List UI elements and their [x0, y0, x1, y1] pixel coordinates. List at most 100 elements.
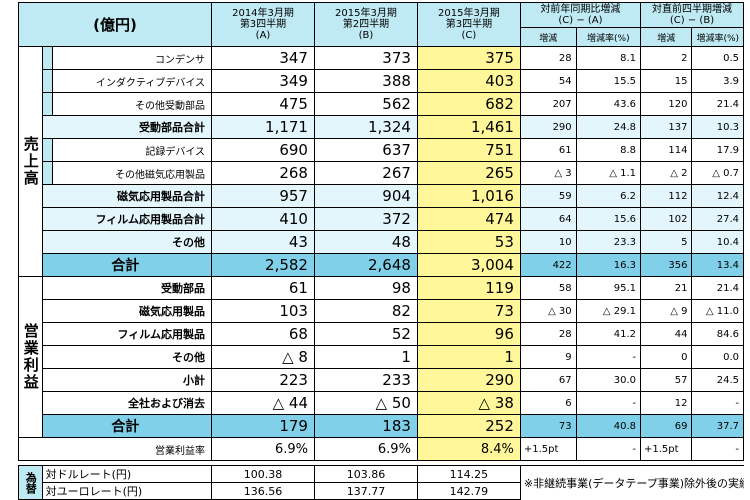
value-b: 183	[313, 414, 418, 438]
value-b: 904	[313, 184, 418, 208]
row-label: 受動部品	[41, 276, 213, 300]
rate-qoq: 10.4	[691, 230, 744, 254]
op-margin-row: 営業利益率 6.9% 6.9% 8.4% +1.5pt - +1.5pt -	[17, 437, 744, 461]
value-a: 410	[211, 207, 315, 231]
sales-row: 記録デバイス 690 637 751 61 8.8 114 17.9	[19, 138, 744, 162]
value-a: 475	[211, 92, 315, 116]
op-row: フィルム応用製品 68 52 96 28 41.2 44 84.6	[19, 322, 744, 346]
op-row: 営業利益 受動部品 61 98 119 58 95.1 21 21.4	[18, 276, 744, 438]
value-a: 6.9%	[211, 437, 315, 461]
value-b: 267	[313, 161, 418, 185]
row-label: インダクティブデバイス	[52, 69, 213, 93]
fx-value-c: 114.25	[416, 465, 521, 483]
row-label: その他	[41, 345, 213, 369]
value-b: 233	[313, 368, 418, 392]
footnote: ※非継続事業(データテープ事業)除外後の実績値	[523, 476, 744, 490]
rate-qoq: -	[691, 437, 744, 461]
rate-yoy: △ 1.1	[575, 161, 642, 185]
period-header-0: 2014年3月期 第3四半期 (A)	[211, 2, 315, 47]
period-header-2: 2015年3月期 第3四半期 (C)	[416, 2, 521, 47]
unit-label: (億円)	[17, 2, 213, 47]
sub-header-3: 増減率(%)	[691, 27, 744, 47]
rate-yoy: △ 29.1	[575, 299, 642, 323]
fx-label: 対ユーロレート(円)	[41, 482, 213, 500]
value-c: 8.4%	[416, 437, 521, 461]
row-label: 合計	[41, 253, 213, 277]
value-c: 96	[416, 322, 521, 346]
sales-row: 磁気応用製品合計 957 904 1,016 59 6.2 112 12.4	[19, 184, 744, 208]
value-b: △ 50	[313, 391, 418, 415]
rate-yoy: 30.0	[575, 368, 642, 392]
rate-yoy: 8.8	[575, 138, 642, 162]
diff-qoq: 112	[639, 184, 693, 208]
rate-yoy: 6.2	[575, 184, 642, 208]
diff-qoq: 15	[639, 69, 693, 93]
value-c: 403	[416, 69, 521, 93]
diff-yoy: △ 3	[519, 161, 577, 185]
diff-qoq: △ 9	[639, 299, 693, 323]
rate-yoy: -	[575, 391, 642, 415]
diff-yoy: 64	[519, 207, 577, 231]
value-a: △ 8	[211, 345, 315, 369]
compare-group-0: 対前年同期比増減 (C) − (A)	[519, 2, 642, 28]
diff-yoy: 54	[519, 69, 577, 93]
sales-row: その他 43 48 53 10 23.3 5 10.4	[19, 230, 744, 254]
rate-qoq: 3.9	[691, 69, 744, 93]
compare-group-1: 対直前四半期増減 (C) − (B)	[640, 2, 744, 28]
rate-yoy: -	[575, 437, 642, 461]
fx-value-b: 103.86	[313, 465, 418, 483]
value-c: 474	[416, 207, 521, 231]
value-a: △ 44	[211, 391, 315, 415]
row-label: その他受動部品	[52, 92, 213, 116]
row-label: 営業利益率	[17, 437, 213, 461]
row-label: その他	[41, 230, 213, 254]
diff-qoq: 5	[639, 230, 693, 254]
diff-qoq: 44	[639, 322, 693, 346]
rate-qoq: △ 0.7	[691, 161, 744, 185]
diff-yoy: 73	[519, 414, 577, 438]
value-a: 103	[211, 299, 315, 323]
sub-header-0: 増減	[519, 27, 577, 47]
value-c: 252	[416, 414, 521, 438]
rate-yoy: 16.3	[575, 253, 642, 277]
rate-qoq: 84.6	[691, 322, 744, 346]
row-label: 受動部品合計	[41, 115, 213, 139]
op-row: その他 △ 8 1 1 9-0 0.0	[19, 345, 744, 369]
rate-qoq: 24.5	[691, 368, 744, 392]
rate-qoq: 12.4	[691, 184, 744, 208]
fx-value-b: 137.77	[313, 482, 418, 500]
sales-row: 受動部品合計 1,171 1,324 1,461 290 24.8 137 10.3	[19, 115, 744, 139]
diff-yoy: 61	[519, 138, 577, 162]
value-c: 751	[416, 138, 521, 162]
indent-spacer	[41, 46, 54, 70]
diff-yoy: 67	[519, 368, 577, 392]
fx-section-label: 為替	[18, 465, 43, 500]
rate-yoy: 15.6	[575, 207, 642, 231]
sales-row: その他受動部品 475 562 682 207 43.6 120 21.4	[19, 92, 744, 116]
value-b: 52	[313, 322, 418, 346]
row-label: 合計	[41, 414, 213, 438]
value-a: 68	[211, 322, 315, 346]
diff-yoy: 9	[519, 345, 577, 369]
value-a: 268	[211, 161, 315, 185]
value-a: 349	[211, 69, 315, 93]
rate-yoy: 43.6	[575, 92, 642, 116]
period-header-1: 2015年3月期 第2四半期 (B)	[313, 2, 418, 47]
indent-spacer	[41, 161, 54, 185]
diff-qoq: 356	[639, 253, 693, 277]
row-label: 全社および消去	[41, 391, 213, 415]
diff-qoq: 2	[639, 46, 693, 70]
value-c: 1,461	[416, 115, 521, 139]
diff-qoq: 114	[639, 138, 693, 162]
diff-yoy: 10	[519, 230, 577, 254]
indent-spacer	[41, 92, 54, 116]
sales-row: 合計 2,582 2,648 3,004 422 16.3 356 13.4	[19, 253, 744, 277]
value-c: 375	[416, 46, 521, 70]
diff-yoy: 290	[519, 115, 577, 139]
value-a: 957	[211, 184, 315, 208]
diff-yoy: 28	[519, 322, 577, 346]
rate-qoq: △ 11.0	[691, 299, 744, 323]
diff-yoy: 422	[519, 253, 577, 277]
rate-qoq: 27.4	[691, 207, 744, 231]
row-label: フィルム応用製品	[41, 322, 213, 346]
